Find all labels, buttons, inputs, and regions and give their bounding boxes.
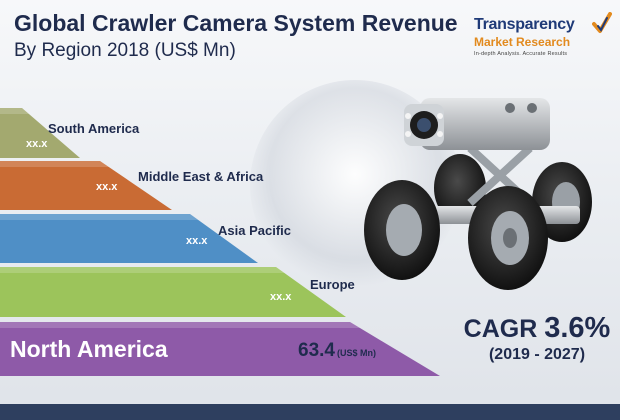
bar-highlight	[0, 214, 199, 220]
bar-south-america	[0, 108, 80, 158]
bar-highlight	[0, 161, 109, 167]
value-label-south-america: xx.x	[26, 138, 48, 150]
category-label-south-america: South America	[48, 121, 140, 136]
bar-highlight	[0, 108, 29, 114]
cagr-period: (2019 - 2027)	[488, 346, 586, 363]
logo-subtitle: Market Research	[474, 35, 571, 49]
north-america-value: 63.4	[298, 340, 335, 361]
logo-name: Transparency	[474, 16, 575, 33]
bar-highlight	[0, 267, 285, 273]
footer-band	[0, 404, 620, 420]
logo-tagline: In-depth Analysis. Accurate Results	[474, 51, 568, 57]
category-label-north-america: North America	[10, 336, 168, 362]
crawler-camera-robot-image	[364, 98, 592, 290]
bar-north-america	[0, 322, 440, 376]
value-label-middle-east-africa: xx.x	[96, 181, 118, 193]
chart-title: Global Crawler Camera System Revenue By …	[14, 10, 458, 64]
category-label-asia-pacific: Asia Pacific	[218, 223, 291, 238]
value-label-north-america: 63.4 (US$ Mn)	[298, 340, 376, 362]
value-label-europe: xx.x	[270, 291, 292, 303]
category-label-europe: Europe	[310, 277, 355, 292]
cagr-block: CAGR 3.6% (2019 - 2027)	[462, 312, 612, 364]
value-label-asia-pacific: xx.x	[186, 235, 208, 247]
cagr-value: 3.6%	[544, 312, 611, 344]
bar-highlight	[0, 322, 360, 328]
checkmark-icon	[592, 12, 612, 33]
value-unit: (US$ Mn)	[336, 348, 376, 358]
bar-europe	[0, 267, 346, 317]
bar-middle-east-africa	[0, 161, 172, 210]
title-line-1: Global Crawler Camera System Revenue	[14, 10, 458, 36]
title-line-2: By Region 2018 (US$ Mn)	[14, 40, 236, 61]
company-logo: Transparency Market Research In-depth An…	[474, 12, 614, 57]
cagr-label: CAGR	[463, 315, 538, 343]
category-label-middle-east-africa: Middle East & Africa	[138, 169, 264, 184]
bar-asia-pacific	[0, 214, 258, 263]
